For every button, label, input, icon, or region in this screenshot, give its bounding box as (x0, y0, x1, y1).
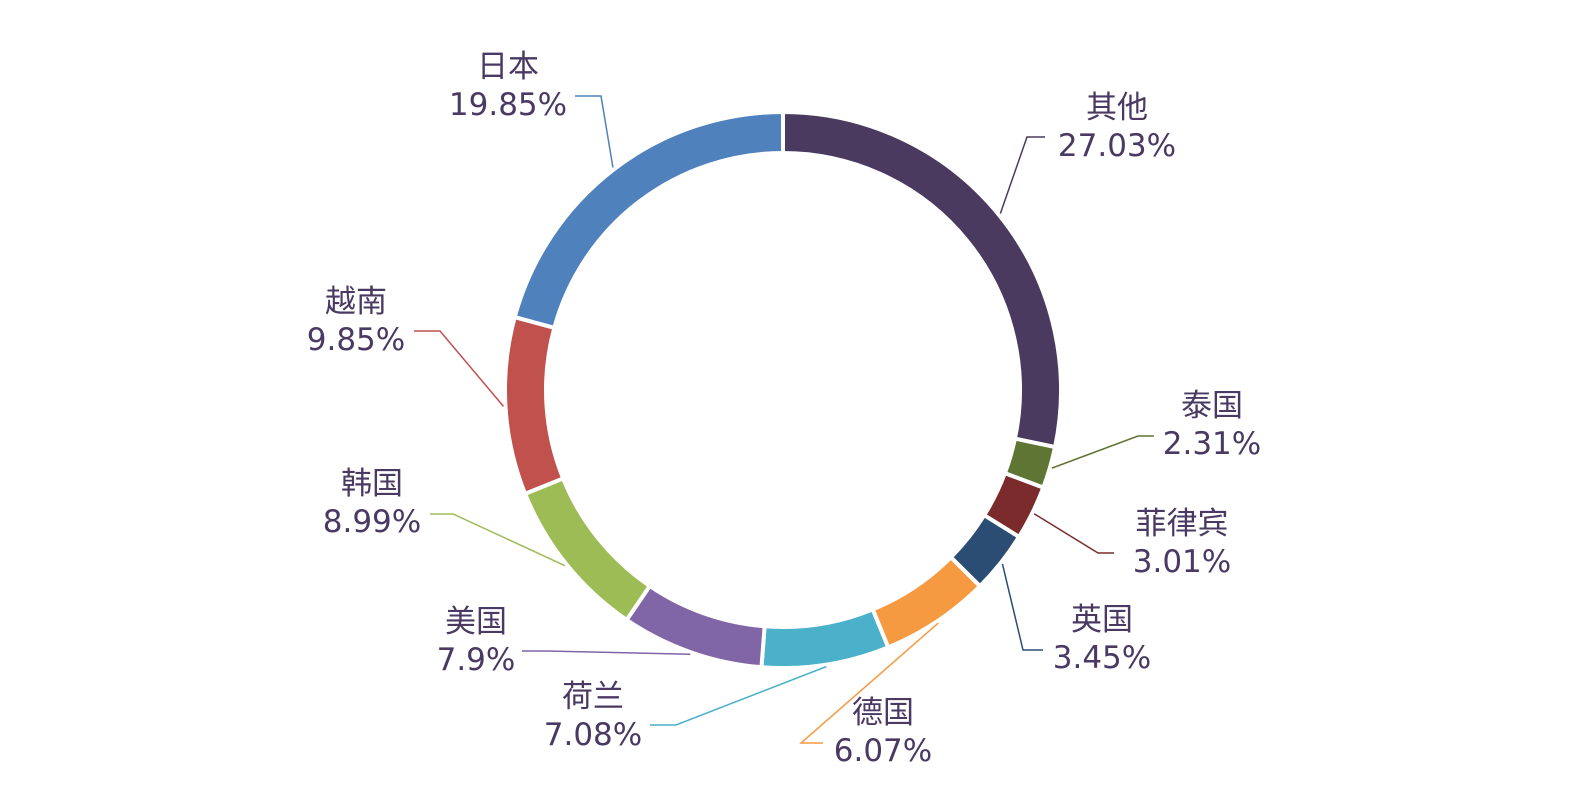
leader-line-德国 (799, 622, 939, 744)
slice-percent-其他: 27.03% (1058, 128, 1176, 164)
slice-percent-美国: 7.9% (437, 642, 516, 678)
leader-line-荷兰 (650, 665, 827, 726)
leader-lines (414, 95, 1154, 744)
slice-labels: 其他27.03%泰国2.31%菲律宾3.01%英国3.45%德国6.07%荷兰7… (307, 49, 1261, 769)
slice-percent-荷兰: 7.08% (544, 717, 642, 753)
leader-line-日本 (575, 95, 614, 168)
leader-line-泰国 (1051, 435, 1154, 469)
slice-label-菲律宾: 菲律宾 (1136, 506, 1229, 542)
slice-percent-菲律宾: 3.01% (1133, 544, 1231, 580)
slice-label-德国: 德国 (852, 695, 914, 731)
slice-越南 (503, 314, 566, 497)
leader-line-韩国 (430, 513, 566, 567)
slice-label-美国: 美国 (445, 604, 507, 640)
leader-line-越南 (414, 330, 505, 407)
slice-percent-日本: 19.85% (449, 87, 567, 123)
slice-label-越南: 越南 (325, 284, 387, 320)
slice-荷兰 (759, 606, 891, 670)
slice-label-韩国: 韩国 (341, 466, 403, 502)
slice-percent-德国: 6.07% (834, 733, 932, 769)
slice-percent-泰国: 2.31% (1163, 426, 1261, 462)
slice-韩国 (522, 475, 653, 623)
slice-label-泰国: 泰国 (1181, 388, 1243, 424)
donut-slices (503, 109, 1063, 670)
slice-美国 (623, 583, 767, 670)
slice-percent-越南: 9.85% (307, 322, 405, 358)
slice-其他 (781, 109, 1063, 450)
leader-line-其他 (999, 136, 1045, 214)
slice-label-日本: 日本 (477, 49, 539, 85)
slice-日本 (512, 109, 785, 331)
leader-line-英国 (1001, 563, 1043, 651)
slice-label-英国: 英国 (1071, 602, 1133, 638)
slice-label-其他: 其他 (1086, 90, 1148, 126)
slice-label-荷兰: 荷兰 (562, 679, 624, 715)
slice-percent-英国: 3.45% (1053, 640, 1151, 676)
slice-percent-韩国: 8.99% (323, 504, 421, 540)
leader-line-美国 (522, 650, 691, 655)
leader-line-菲律宾 (1033, 513, 1114, 554)
